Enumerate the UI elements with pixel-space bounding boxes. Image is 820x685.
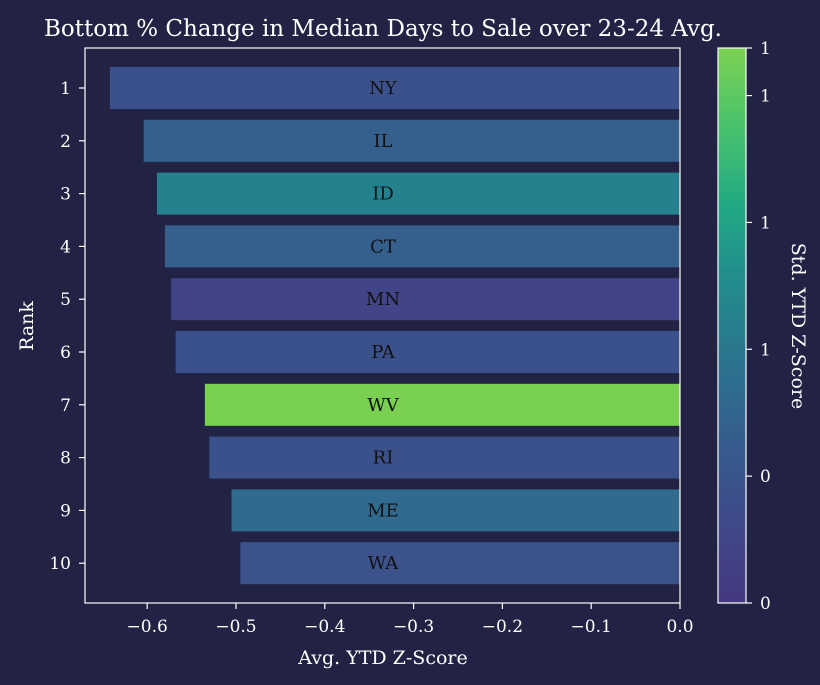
y-tick-label: 2 — [60, 132, 71, 152]
colorbar-tick-label: 1 — [760, 213, 771, 233]
colorbar-tick-label: 1 — [760, 39, 771, 59]
plot-frame — [84, 47, 681, 604]
colorbar-ticks: 0 0 1 1 1 1 — [746, 39, 771, 614]
x-tick-label: −0.5 — [215, 617, 256, 637]
y-tick-label: 3 — [60, 185, 71, 205]
bar-il — [143, 119, 680, 162]
y-tick-label: 7 — [60, 396, 71, 416]
x-tick-label: −0.2 — [482, 617, 523, 637]
bar-label: CT — [370, 236, 396, 257]
bar-ny — [109, 67, 681, 109]
colorbar-tick-label: 1 — [760, 87, 771, 107]
bar-label: IL — [373, 131, 392, 152]
bar-wv — [204, 383, 680, 426]
bar-label: MN — [366, 289, 400, 310]
x-tick-label: −0.3 — [393, 617, 434, 637]
x-tick-label: 0.0 — [666, 617, 693, 637]
colorbar-tick-label: 1 — [760, 340, 771, 360]
x-axis-label: Avg. YTD Z-Score — [297, 647, 467, 669]
bar-label: WV — [367, 395, 400, 416]
y-tick-label: 8 — [60, 449, 71, 469]
bar-label: RI — [373, 448, 394, 469]
bar-label: WA — [368, 553, 400, 574]
y-tick-label: 4 — [60, 237, 71, 257]
colorbar-label: Std. YTD Z-Score — [787, 243, 809, 409]
chart-title: Bottom % Change in Median Days to Sale o… — [44, 16, 722, 42]
y-tick-label: 1 — [60, 79, 71, 99]
bar-wa — [240, 542, 680, 585]
x-tick-label: −0.1 — [571, 617, 612, 637]
bar-me — [231, 489, 680, 532]
y-tick-label: 5 — [60, 290, 71, 310]
bar-label: PA — [371, 342, 395, 363]
x-axis-ticks: −0.6 −0.5 −0.4 −0.3 −0.2 −0.1 0.0 — [127, 603, 694, 637]
y-tick-label: 6 — [60, 343, 71, 363]
bar-label: NY — [369, 78, 398, 99]
bar-id — [156, 172, 680, 215]
bar-label: ME — [367, 500, 399, 521]
bars-group — [109, 67, 681, 585]
bar-mn — [171, 278, 680, 321]
y-tick-label: 10 — [49, 554, 71, 574]
colorbar-tick-label: 0 — [760, 594, 771, 614]
x-tick-label: −0.4 — [304, 617, 345, 637]
x-tick-label: −0.6 — [127, 617, 168, 637]
y-axis-label: Rank — [16, 301, 38, 351]
colorbar — [717, 47, 747, 604]
bar-label: ID — [372, 184, 394, 205]
y-tick-label: 9 — [60, 501, 71, 521]
bar-pa — [175, 331, 680, 373]
colorbar-tick-label: 0 — [760, 467, 771, 487]
y-axis-ticks: 1 2 3 4 5 6 7 8 9 10 — [49, 79, 85, 574]
bar-ct — [164, 225, 681, 268]
bar-ri — [209, 436, 680, 479]
bar-labels-group: NY IL ID CT MN PA WV RI ME WA — [366, 78, 400, 574]
